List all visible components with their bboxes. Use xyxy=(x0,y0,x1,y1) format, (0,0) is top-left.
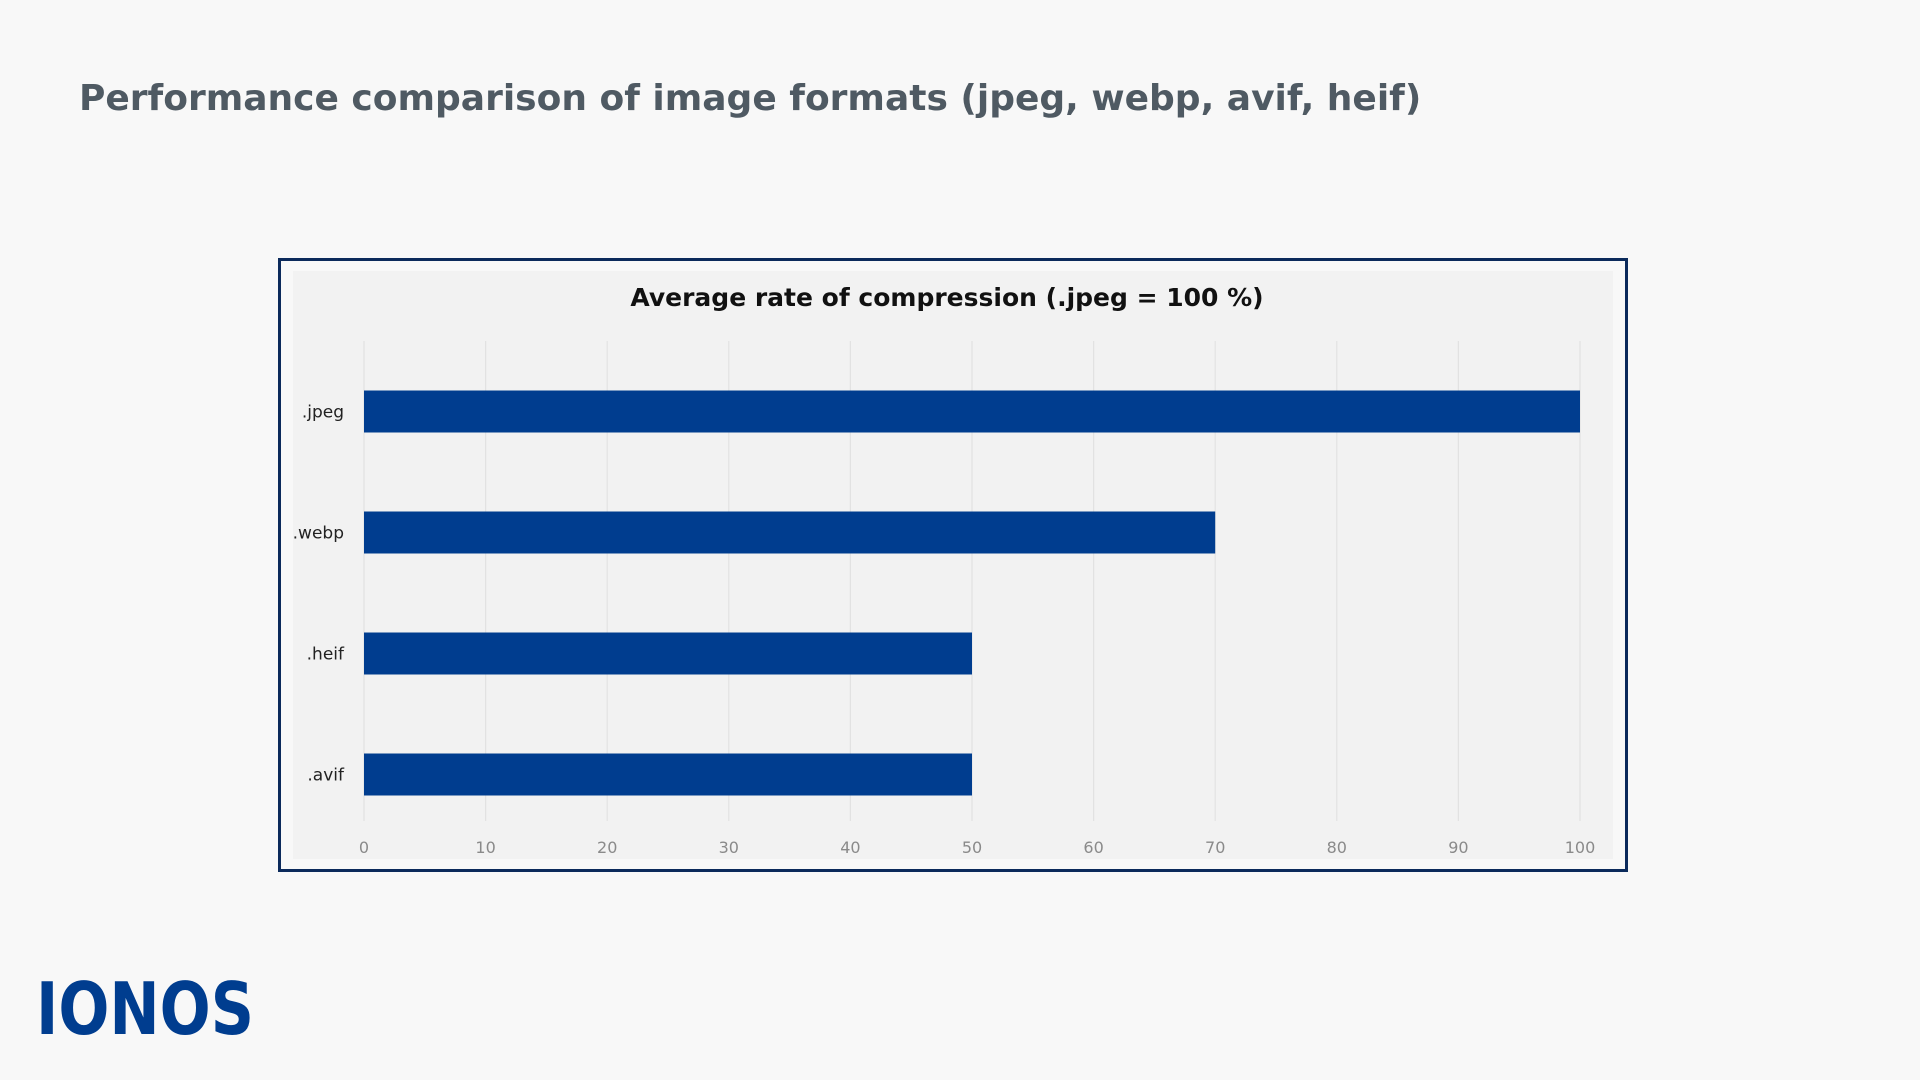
x-tick-label: 40 xyxy=(840,838,860,857)
x-tick-label: 60 xyxy=(1083,838,1103,857)
x-tick-label: 30 xyxy=(719,838,739,857)
bar xyxy=(364,511,1216,554)
page-heading: Performance comparison of image formats … xyxy=(79,78,1422,119)
chart-title: Average rate of compression (.jpeg = 100… xyxy=(630,283,1263,312)
svg-text:IONOS: IONOS xyxy=(36,972,254,1040)
x-tick-label: 100 xyxy=(1565,838,1596,857)
x-tick-labels: 0 10 20 30 40 50 60 70 80 90 100 xyxy=(359,838,1595,857)
x-tick-label: 50 xyxy=(962,838,982,857)
x-tick-label: 90 xyxy=(1448,838,1468,857)
category-label: .heif xyxy=(307,645,345,665)
chart-frame: Average rate of compression (.jpeg = 100… xyxy=(278,258,1628,872)
bar-chart: Average rate of compression (.jpeg = 100… xyxy=(293,271,1613,859)
bars xyxy=(364,390,1580,796)
bar xyxy=(364,753,972,796)
x-tick-label: 80 xyxy=(1327,838,1347,857)
category-label: .avif xyxy=(307,766,345,786)
ionos-logo: IONOS xyxy=(36,972,254,1040)
x-tick-label: 10 xyxy=(475,838,495,857)
x-tick-label: 70 xyxy=(1205,838,1225,857)
bar xyxy=(364,390,1580,433)
category-label: .webp xyxy=(293,524,344,544)
category-label: .jpeg xyxy=(302,403,344,423)
bar xyxy=(364,632,972,675)
x-tick-label: 20 xyxy=(597,838,617,857)
category-labels: .jpeg .webp .heif .avif xyxy=(293,403,345,786)
x-tick-label: 0 xyxy=(359,838,369,857)
